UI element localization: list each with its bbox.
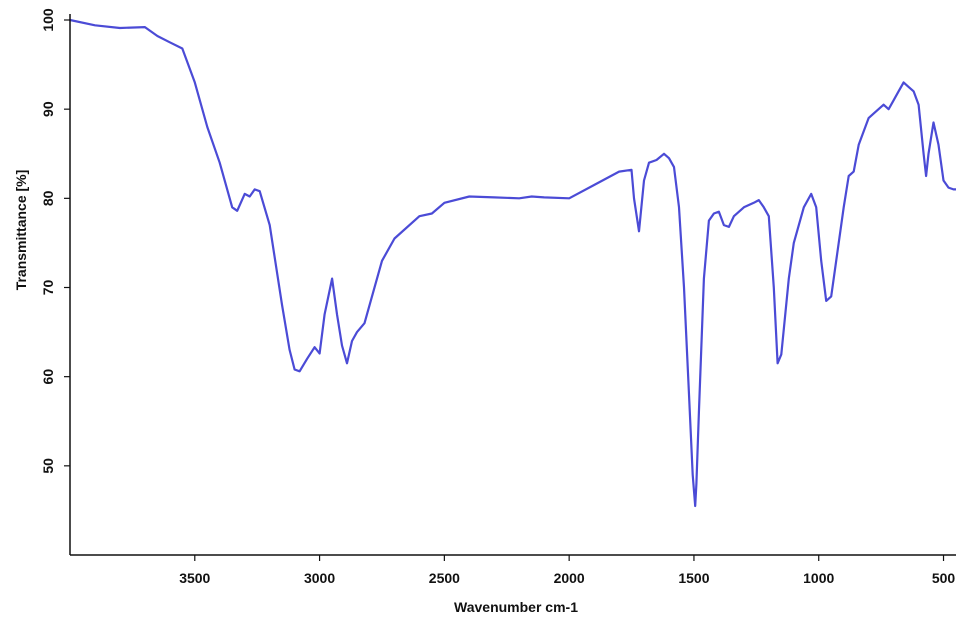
y-tick-label: 100 [40, 8, 56, 32]
spectrum-line [68, 18, 956, 508]
x-tick-label: 1000 [803, 570, 834, 586]
x-tick-label: 2000 [554, 570, 585, 586]
y-tick-label: 70 [40, 280, 56, 296]
y-axis-title: Transmittance [%] [13, 170, 29, 291]
x-tick-label: 3500 [179, 570, 210, 586]
plot-area [68, 18, 956, 508]
x-tick-label: 3000 [304, 570, 335, 586]
y-tick-label: 50 [40, 458, 56, 474]
x-axis-ticks: 3500 3000 2500 2000 1500 1000 500 [179, 555, 955, 586]
y-tick-label: 80 [40, 190, 56, 206]
x-axis-title: Wavenumber cm-1 [454, 599, 578, 615]
x-tick-label: 1500 [678, 570, 709, 586]
x-tick-label: 2500 [429, 570, 460, 586]
y-axis-ticks: 100 90 80 70 60 50 [40, 8, 70, 474]
y-tick-label: 60 [40, 369, 56, 385]
x-tick-label: 500 [932, 570, 956, 586]
y-tick-label: 90 [40, 101, 56, 117]
